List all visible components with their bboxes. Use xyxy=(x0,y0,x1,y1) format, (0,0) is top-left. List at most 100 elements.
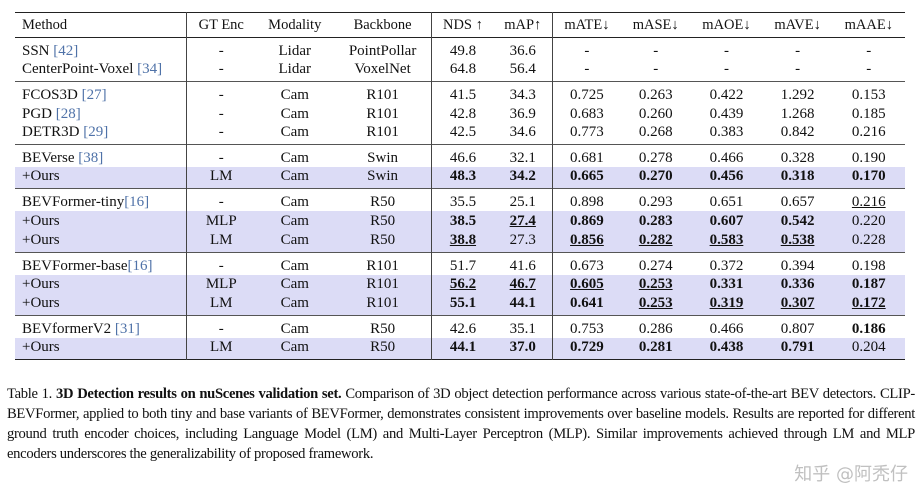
maae-value: 0.216 xyxy=(851,194,886,211)
method-name: FCOS3D xyxy=(22,87,82,103)
citation-link[interactable]: [16] xyxy=(127,257,153,274)
citation-link[interactable]: [38] xyxy=(78,150,104,167)
gt-enc-cell: LM xyxy=(186,230,256,253)
row-group: SSN [42] - Lidar PointPollar 49.8 36.6- - - - - Ce… xyxy=(15,37,905,82)
method-name: BEVFormer-base xyxy=(22,257,128,274)
map-value: 37.0 xyxy=(509,339,536,356)
maae-cell: 0.204 xyxy=(832,338,905,360)
nds-cell: 38.5 xyxy=(431,211,494,231)
gt-enc-cell: - xyxy=(218,124,224,141)
maoe-cell: 0.466 xyxy=(690,145,762,168)
modality-cell: Cam xyxy=(280,194,309,211)
method-cell: PGD [28] xyxy=(15,104,187,124)
backbone-cell: VoxelNet xyxy=(334,60,433,82)
mase-value: 0.268 xyxy=(638,124,673,141)
method-cell: +Ours xyxy=(15,294,187,316)
maoe-value: - xyxy=(723,43,729,59)
backbone-cell: R50 xyxy=(334,338,433,360)
mate-cell: 0.773 xyxy=(552,123,621,145)
nds-cell: 42.8 xyxy=(432,104,494,123)
column-header: Backbone xyxy=(334,12,433,38)
citation-link[interactable]: [28] xyxy=(55,105,81,122)
backbone-cell: R101 xyxy=(334,294,433,316)
maoe-cell: 0.331 xyxy=(690,274,763,295)
citation-link[interactable]: [34] xyxy=(137,61,163,77)
mate-cell: 0.665 xyxy=(552,167,622,189)
mave-value: 1.292 xyxy=(780,87,815,103)
mate-cell: - xyxy=(552,60,621,82)
maae-value: 0.198 xyxy=(851,257,886,274)
maae-value: 0.220 xyxy=(851,213,886,230)
maae-cell: 0.186 xyxy=(833,316,905,339)
mase-value: 0.286 xyxy=(638,321,673,338)
mate-cell: 0.729 xyxy=(552,338,622,360)
map-cell: 25.1 xyxy=(493,188,553,212)
maoe-value: 0.466 xyxy=(709,150,744,167)
map-cell: 34.3 xyxy=(493,81,553,104)
map-value: 36.9 xyxy=(509,105,536,122)
caption-label: Table 1. xyxy=(7,386,56,402)
map-value: 27.3 xyxy=(509,231,536,248)
maoe-cell: 0.422 xyxy=(690,82,762,105)
mase-value: 0.253 xyxy=(638,276,673,293)
backbone-cell: R101 xyxy=(334,81,433,104)
mase-value: 0.293 xyxy=(638,194,673,211)
nds-cell: 51.7 xyxy=(432,252,494,275)
maae-cell: 0.198 xyxy=(833,252,905,275)
method-cell: CenterPoint-Voxel [34] xyxy=(15,60,187,82)
mate-value: 0.725 xyxy=(570,87,604,103)
mate-value: 0.869 xyxy=(570,213,604,230)
citation-link[interactable]: [27] xyxy=(81,87,107,103)
maoe-cell: 0.319 xyxy=(690,294,763,316)
mase-cell: 0.274 xyxy=(621,252,690,275)
map-value: 32.1 xyxy=(509,150,536,167)
maae-cell: - xyxy=(833,38,905,61)
map-value: 34.2 xyxy=(509,168,536,185)
maoe-cell: - xyxy=(690,60,762,82)
gt-enc-cell: LM xyxy=(186,338,256,360)
gt-enc-cell: - xyxy=(218,150,224,167)
method-name: +Ours xyxy=(22,231,60,248)
method-cell: SSN [42] xyxy=(15,37,187,60)
citation-link[interactable]: [29] xyxy=(83,124,109,141)
watermark: 知乎 @阿秃仔 xyxy=(794,464,908,485)
backbone-cell: R50 xyxy=(334,315,433,339)
mave-value: 1.268 xyxy=(780,105,815,122)
map-value: 36.6 xyxy=(509,43,536,59)
mate-value: 0.673 xyxy=(570,257,604,274)
gt-enc-cell: - xyxy=(218,321,224,338)
mave-cell: 0.328 xyxy=(763,145,833,168)
nds-value: 35.5 xyxy=(449,194,477,211)
map-cell: 34.6 xyxy=(493,123,553,145)
modality-cell: Cam xyxy=(255,230,335,253)
citation-link[interactable]: [31] xyxy=(114,321,140,338)
maoe-value: 0.456 xyxy=(709,168,744,185)
maae-cell: 0.170 xyxy=(832,167,905,189)
nds-value: 46.6 xyxy=(449,150,477,167)
gt-enc-cell: - xyxy=(218,194,224,211)
method-cell: +Ours xyxy=(15,167,187,189)
mase-cell: - xyxy=(621,38,690,61)
mave-cell: 0.336 xyxy=(762,274,833,295)
mase-cell: 0.263 xyxy=(621,82,690,105)
modality-cell: Lidar xyxy=(278,61,311,77)
row-group: BEVerse [38] - Cam Swin 46.6 32.1 0.681 0.278 0.… xyxy=(15,144,905,189)
maae-cell: 0.190 xyxy=(833,145,905,168)
table-row: +Ours LM Cam R101 55.1 44.1 0.641 0.253 0.319 0.3… xyxy=(15,294,905,316)
citation-link[interactable]: [16] xyxy=(124,194,150,211)
mave-cell: 0.394 xyxy=(763,252,833,275)
nds-value: 42.5 xyxy=(449,124,477,141)
modality-cell: Cam xyxy=(280,257,309,274)
maoe-value: 0.319 xyxy=(709,295,744,312)
mase-value: 0.270 xyxy=(638,168,673,185)
citation-link[interactable]: [42] xyxy=(53,43,79,59)
map-value: 44.1 xyxy=(509,295,536,312)
column-header: mAOE↓ xyxy=(702,17,751,33)
column-header: Modality xyxy=(268,17,322,33)
map-cell: 36.9 xyxy=(493,104,553,124)
nds-value: 49.8 xyxy=(449,43,477,59)
caption-lead: 3D Detection results on nuScenes validat… xyxy=(55,386,342,402)
mate-value: 0.681 xyxy=(570,150,604,167)
nds-cell: 38.8 xyxy=(431,230,494,253)
nds-cell: 56.2 xyxy=(431,274,494,295)
